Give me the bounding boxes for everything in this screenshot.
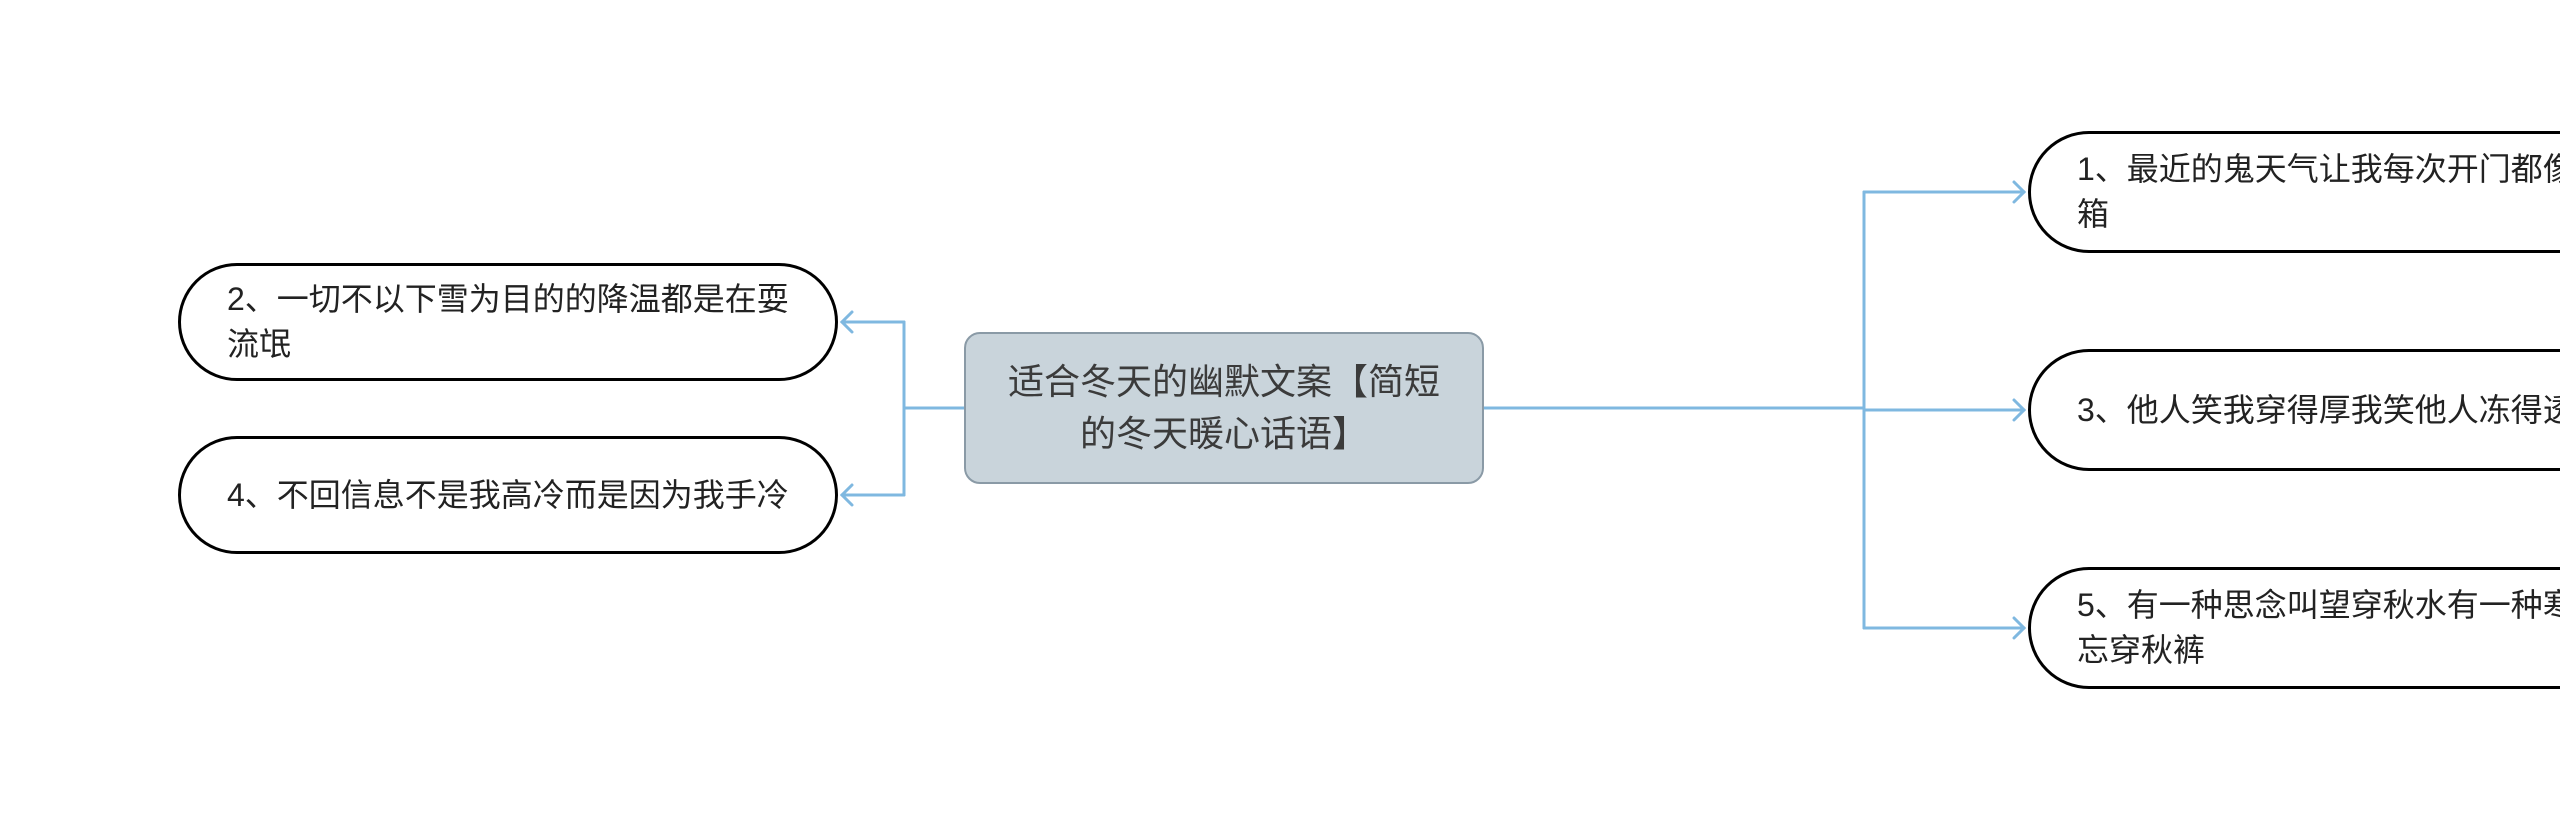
right-node-1: 3、他人笑我穿得厚我笑他人冻得透 <box>2028 349 2560 471</box>
right-node-0: 1、最近的鬼天气让我每次开门都像是冰箱 <box>2028 131 2560 253</box>
left-node-text-0: 2、一切不以下雪为目的的降温都是在耍流氓 <box>227 277 789 367</box>
left-node-0: 2、一切不以下雪为目的的降温都是在耍流氓 <box>178 263 838 381</box>
left-node-text-1: 4、不回信息不是我高冷而是因为我手冷 <box>227 473 789 518</box>
right-node-text-1: 3、他人笑我穿得厚我笑他人冻得透 <box>2077 388 2560 433</box>
center-node: 适合冬天的幽默文案【简短的冬天暖心话语】 <box>964 332 1484 484</box>
left-node-1: 4、不回信息不是我高冷而是因为我手冷 <box>178 436 838 554</box>
right-node-text-2: 5、有一种思念叫望穿秋水有一种寒冷叫忘穿秋裤 <box>2077 583 2560 673</box>
right-node-2: 5、有一种思念叫望穿秋水有一种寒冷叫忘穿秋裤 <box>2028 567 2560 689</box>
right-node-text-0: 1、最近的鬼天气让我每次开门都像是冰箱 <box>2077 147 2560 237</box>
center-node-text: 适合冬天的幽默文案【简短的冬天暖心话语】 <box>994 356 1454 460</box>
